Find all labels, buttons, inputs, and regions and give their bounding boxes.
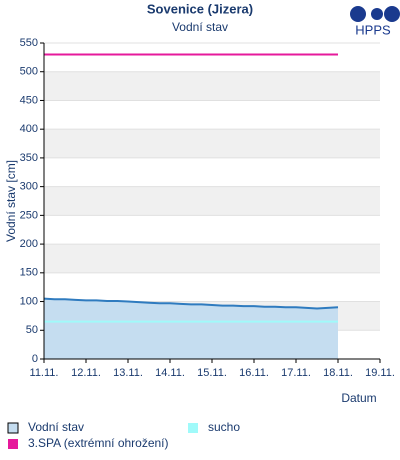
y-axis-label: Vodní stav [cm] bbox=[4, 160, 18, 242]
y-tick-label: 50 bbox=[26, 324, 38, 336]
grid-band bbox=[44, 71, 380, 101]
x-tick-label: 19.11. bbox=[365, 367, 395, 379]
chart-subtitle: Vodní stav bbox=[172, 20, 228, 34]
x-tick-label: 18.11. bbox=[323, 367, 353, 379]
area bbox=[44, 298, 338, 359]
y-tick-label: 400 bbox=[20, 123, 38, 135]
logo-text: HPPS bbox=[355, 22, 391, 37]
legend-label: Vodní stav bbox=[28, 420, 84, 434]
y-tick-label: 500 bbox=[20, 66, 38, 78]
grid-band bbox=[44, 186, 380, 216]
legend-swatch bbox=[8, 439, 18, 449]
y-tick-label: 100 bbox=[20, 295, 38, 307]
y-tick-label: 550 bbox=[20, 37, 38, 49]
x-tick-label: 15.11. bbox=[197, 367, 227, 379]
y-tick-label: 350 bbox=[20, 152, 38, 164]
x-tick-label: 17.11. bbox=[281, 367, 311, 379]
y-tick-label: 200 bbox=[20, 238, 38, 250]
legend-swatch bbox=[7, 422, 19, 434]
legend-label: sucho bbox=[208, 420, 240, 434]
x-tick-label: 11.11. bbox=[30, 367, 59, 379]
x-axis-label: Datum bbox=[341, 391, 376, 405]
y-tick-label: 450 bbox=[20, 94, 38, 106]
grid-band bbox=[44, 244, 380, 273]
y-tick-label: 0 bbox=[32, 353, 38, 365]
logo-icon bbox=[350, 6, 400, 22]
x-tick-label: 16.11. bbox=[239, 367, 269, 379]
x-tick-label: 12.11. bbox=[71, 367, 101, 379]
x-tick-label: 13.11. bbox=[113, 367, 143, 379]
legend-swatch bbox=[188, 423, 198, 433]
y-tick-label: 300 bbox=[20, 181, 38, 193]
legend-label: 3.SPA (extrémní ohrožení) bbox=[28, 436, 169, 450]
grid-band bbox=[44, 129, 380, 158]
y-tick-label: 150 bbox=[20, 267, 38, 279]
x-tick-label: 14.11. bbox=[155, 367, 185, 379]
line bbox=[43, 297, 339, 310]
chart-title: Sovenice (Jizera) bbox=[147, 1, 253, 16]
y-tick-label: 250 bbox=[20, 209, 38, 221]
